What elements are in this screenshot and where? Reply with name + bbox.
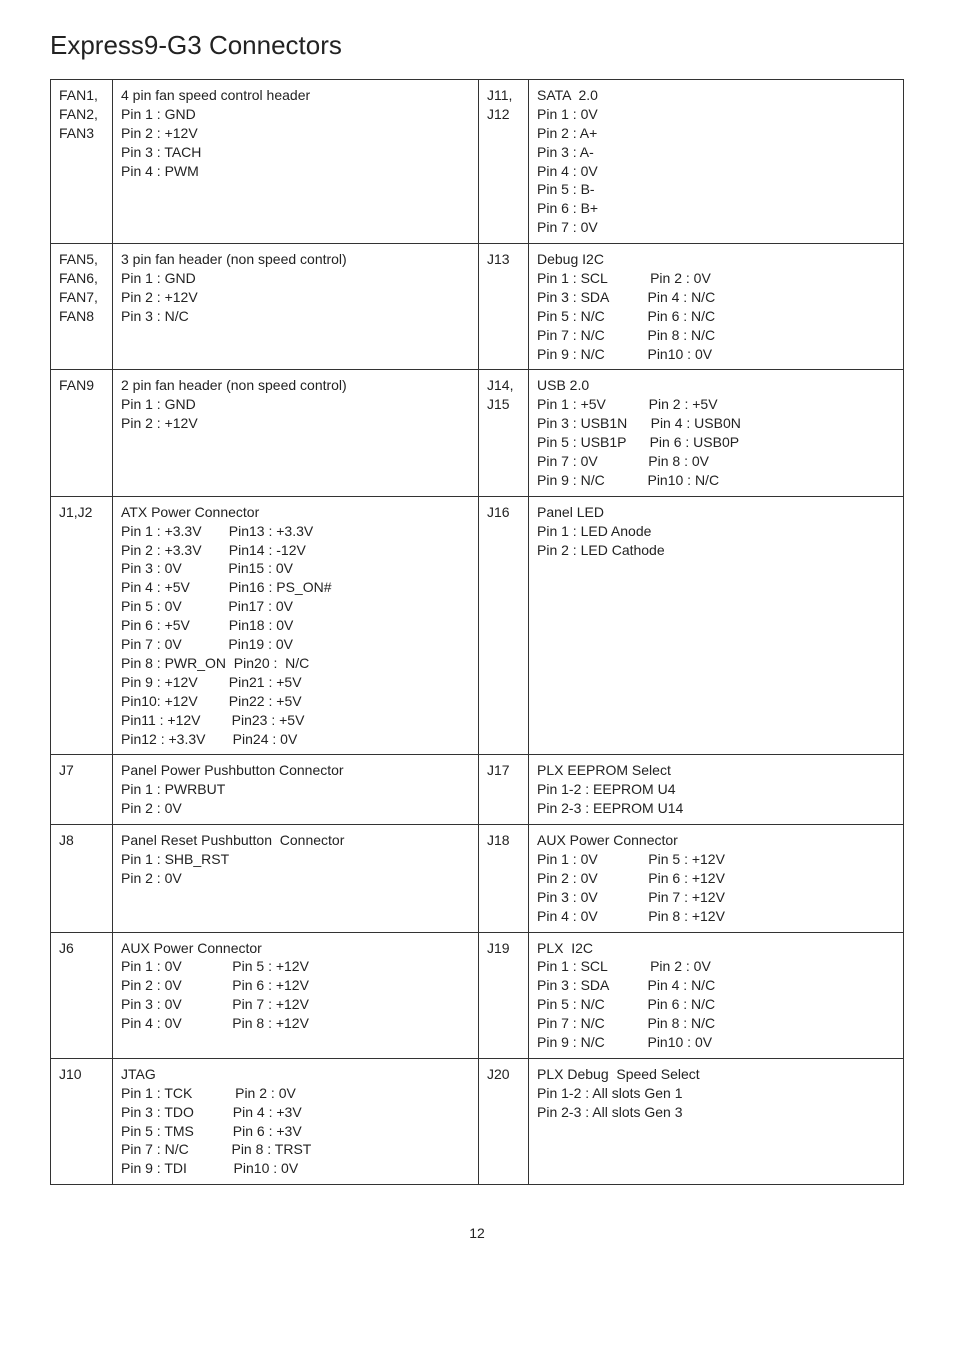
table-row: J8Panel Reset Pushbutton Connector Pin 1… [51,825,904,932]
table-cell: J10 [51,1058,113,1184]
table-cell: PLX I2C Pin 1 : SCL Pin 2 : 0V Pin 3 : S… [529,932,904,1058]
table-cell: FAN1, FAN2, FAN3 [51,80,113,244]
table-cell: J8 [51,825,113,932]
page-number: 12 [50,1225,904,1241]
table-cell: PLX EEPROM Select Pin 1-2 : EEPROM U4 Pi… [529,755,904,825]
table-cell: AUX Power Connector Pin 1 : 0V Pin 5 : +… [113,932,479,1058]
table-row: J6AUX Power Connector Pin 1 : 0V Pin 5 :… [51,932,904,1058]
table-row: FAN5, FAN6, FAN7, FAN83 pin fan header (… [51,244,904,370]
table-cell: 3 pin fan header (non speed control) Pin… [113,244,479,370]
table-cell: ATX Power Connector Pin 1 : +3.3V Pin13 … [113,496,479,755]
table-cell: AUX Power Connector Pin 1 : 0V Pin 5 : +… [529,825,904,932]
table-cell: J14, J15 [479,370,529,496]
table-cell: JTAG Pin 1 : TCK Pin 2 : 0V Pin 3 : TDO … [113,1058,479,1184]
table-cell: PLX Debug Speed Select Pin 1-2 : All slo… [529,1058,904,1184]
table-cell: J17 [479,755,529,825]
table-row: FAN1, FAN2, FAN34 pin fan speed control … [51,80,904,244]
table-cell: J1,J2 [51,496,113,755]
connectors-table: FAN1, FAN2, FAN34 pin fan speed control … [50,79,904,1185]
table-cell: Panel Reset Pushbutton Connector Pin 1 :… [113,825,479,932]
table-cell: J19 [479,932,529,1058]
table-cell: J20 [479,1058,529,1184]
table-row: J7Panel Power Pushbutton Connector Pin 1… [51,755,904,825]
table-cell: 2 pin fan header (non speed control) Pin… [113,370,479,496]
table-cell: SATA 2.0 Pin 1 : 0V Pin 2 : A+ Pin 3 : A… [529,80,904,244]
table-cell: Panel LED Pin 1 : LED Anode Pin 2 : LED … [529,496,904,755]
table-row: FAN92 pin fan header (non speed control)… [51,370,904,496]
table-cell: USB 2.0 Pin 1 : +5V Pin 2 : +5V Pin 3 : … [529,370,904,496]
table-row: J10JTAG Pin 1 : TCK Pin 2 : 0V Pin 3 : T… [51,1058,904,1184]
table-cell: Debug I2C Pin 1 : SCL Pin 2 : 0V Pin 3 :… [529,244,904,370]
table-cell: J18 [479,825,529,932]
table-cell: Panel Power Pushbutton Connector Pin 1 :… [113,755,479,825]
table-cell: FAN5, FAN6, FAN7, FAN8 [51,244,113,370]
table-cell: FAN9 [51,370,113,496]
table-cell: J16 [479,496,529,755]
table-cell: J6 [51,932,113,1058]
table-cell: J11, J12 [479,80,529,244]
page-title: Express9-G3 Connectors [50,30,904,61]
table-cell: J13 [479,244,529,370]
table-row: J1,J2ATX Power Connector Pin 1 : +3.3V P… [51,496,904,755]
table-cell: J7 [51,755,113,825]
table-cell: 4 pin fan speed control header Pin 1 : G… [113,80,479,244]
